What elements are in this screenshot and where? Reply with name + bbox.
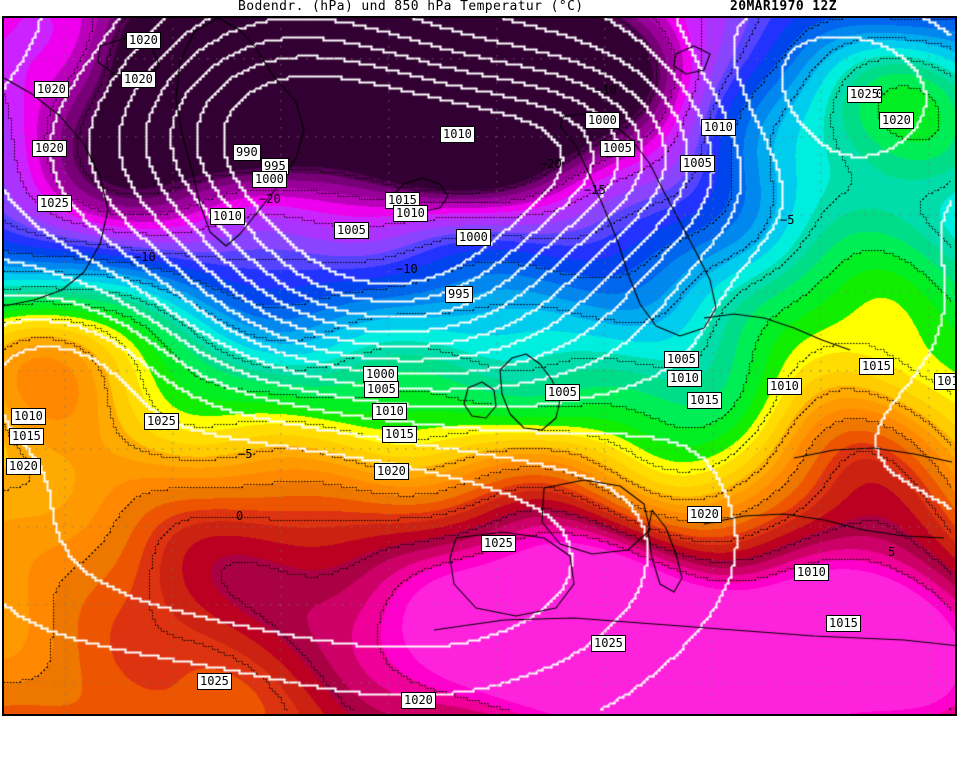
isobar-label: 1010 [667,370,702,387]
temperature-contour-label: −20 [259,192,281,206]
isobar-label: 1000 [585,112,620,129]
isobar-label: 1010 [701,119,736,136]
map-panel[interactable]: 1020 1020 1020 1025 1020 990 995 1000 1010 1010 10… [2,16,957,716]
isobar-label: 1005 [334,222,369,239]
temperature-contour-label: 0 [236,509,244,523]
isobar-label: 1020 [34,81,69,98]
isobar-label: 1005 [364,381,399,398]
isobar-label: 1025 [144,413,179,430]
isobar-label: 1005 [600,140,635,157]
isobar-label: 1015 [9,428,44,445]
isobar-label: 1025 [591,635,626,652]
title-bar: Bodendr. (hPa) und 850 hPa Temperatur (°… [0,0,959,16]
temperature-contour-label: −15 [584,183,606,197]
isobar-label: 1000 [456,229,491,246]
isobar-label: 1020 [374,463,409,480]
isobar-label: 1020 [126,32,161,49]
forecast-date: 20MAR1970 12Z [730,0,837,14]
temperature-contour-label: 5 [888,545,896,559]
temperature-contour-label: −5 [238,447,253,461]
isobar-label: 1025 [37,195,72,212]
page-title: Bodendr. (hPa) und 850 hPa Temperatur (°… [238,0,584,14]
isobar-label: 1020 [121,71,156,88]
isobar-label: 1010 [794,564,829,581]
isobar-label: 1000 [252,171,287,188]
isobar-label: 1010 [393,205,428,222]
isobar-label: 1005 [545,384,580,401]
isobar-label: 1020 [687,506,722,523]
isobar-label: 1005 [680,155,715,172]
isobar-label: 1020 [879,112,914,129]
isobar-label: 1010 [372,403,407,420]
temperature-contour-label: −10 [134,250,156,264]
temperature-contour-label: −5 [780,213,795,227]
isobar-label: 1010 [11,408,46,425]
isobar-label: 990 [233,144,261,161]
temperature-contour-label: −20 [540,157,562,171]
temperature-contour-label: −10 [595,83,617,97]
isobar-label: 1020 [6,458,41,475]
temperature-contour-label: 0 [876,87,884,101]
isobar-label: 1010 [767,378,802,395]
isobar-label: 1015 [687,392,722,409]
isobar-label: 1010 [440,126,475,143]
isobar-label: 1020 [401,692,436,709]
isobar-label: 1015 [826,615,861,632]
isobar-label: 1015 [934,373,955,390]
isobar-label: 1010 [210,208,245,225]
isobar-label: 1025 [847,86,882,103]
isobar-label: 1025 [481,535,516,552]
isobar-label: 1005 [664,351,699,368]
isobar-label: 1025 [197,673,232,690]
isobar-label: 1015 [382,426,417,443]
isobar-label: 1015 [859,358,894,375]
isobar-label: 1020 [32,140,67,157]
weather-map-canvas [4,18,955,714]
footer: Data: NOAA reanalysis 1.000° (C) Wetterz… [0,716,959,770]
isobar-label: 995 [445,286,473,303]
temperature-contour-label: −10 [396,262,418,276]
